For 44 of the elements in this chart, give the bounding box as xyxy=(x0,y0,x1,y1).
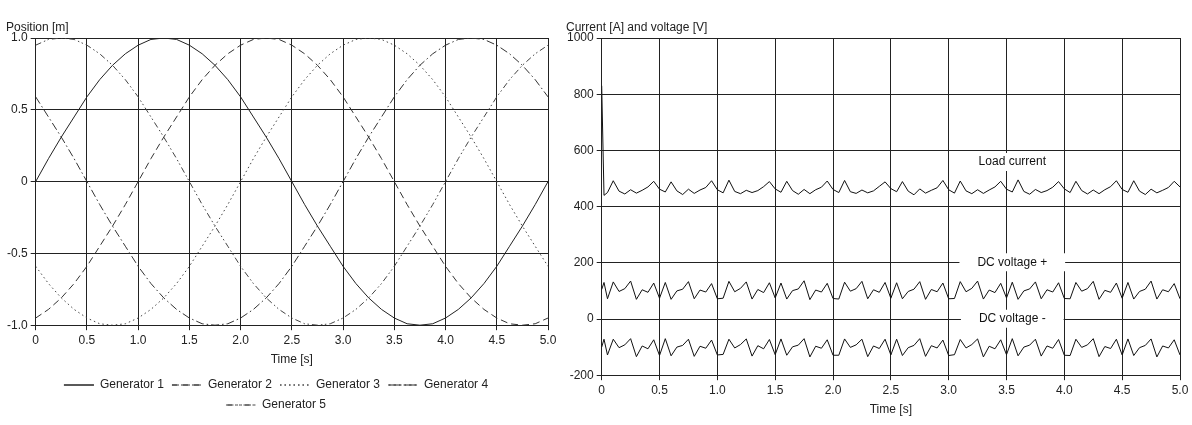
y-tick-label: 400 xyxy=(573,198,595,213)
x-tick-label: 1.0 xyxy=(129,332,147,347)
x-tick-label: 0.5 xyxy=(651,382,669,397)
x-tick-label: 2.0 xyxy=(232,332,250,347)
legend-label: Generator 1 xyxy=(99,377,165,392)
x-tick-label: 5.0 xyxy=(539,332,557,347)
x-tick-label: 2.0 xyxy=(824,382,842,397)
x-tick-label: 2.5 xyxy=(283,332,301,347)
x-tick-label: 4.0 xyxy=(437,332,455,347)
x-tick-label: 5.0 xyxy=(1171,382,1189,397)
y-tick-label: -200 xyxy=(569,367,595,382)
x-tick-label: 0.5 xyxy=(78,332,96,347)
x-tick-label: 4.5 xyxy=(488,332,506,347)
series-label: DC voltage + xyxy=(977,254,1048,269)
x-tick-label: 1.5 xyxy=(181,332,199,347)
legend-label: Generator 3 xyxy=(316,377,381,392)
legend-label: Generator 2 xyxy=(207,377,273,392)
legend-label: Generator 4 xyxy=(424,377,489,392)
legend-label: Generator 5 xyxy=(261,397,327,412)
y-tick-label: 1.0 xyxy=(10,30,28,45)
y-tick-label: 800 xyxy=(573,86,595,101)
y-tick-label: 600 xyxy=(573,142,595,157)
x-axis-title: Time [s] xyxy=(270,352,313,367)
x-tick-label: 3.0 xyxy=(334,332,352,347)
y-tick-label: 0.5 xyxy=(10,102,28,117)
x-tick-label: 3.5 xyxy=(385,332,403,347)
x-axis-title: Time [s] xyxy=(869,402,912,417)
series-label: DC voltage - xyxy=(978,311,1046,326)
x-tick-label: 1.5 xyxy=(766,382,784,397)
series-label: Load current xyxy=(978,154,1047,169)
y-tick-label: 1000 xyxy=(566,30,595,45)
y-tick-label: 0 xyxy=(587,311,595,326)
x-tick-label: 0 xyxy=(32,332,40,347)
x-tick-label: 4.0 xyxy=(1056,382,1073,397)
y-tick-label: 0 xyxy=(20,173,28,188)
x-tick-label: 1.0 xyxy=(709,382,727,397)
x-tick-label: 3.0 xyxy=(940,382,958,397)
y-tick-label: -0.5 xyxy=(6,245,28,260)
y-tick-label: -1.0 xyxy=(6,317,28,332)
x-tick-label: 2.5 xyxy=(882,382,900,397)
x-tick-label: 0 xyxy=(598,382,606,397)
y-tick-label: 200 xyxy=(573,255,595,270)
x-tick-label: 3.5 xyxy=(998,382,1016,397)
x-tick-label: 4.5 xyxy=(1113,382,1131,397)
